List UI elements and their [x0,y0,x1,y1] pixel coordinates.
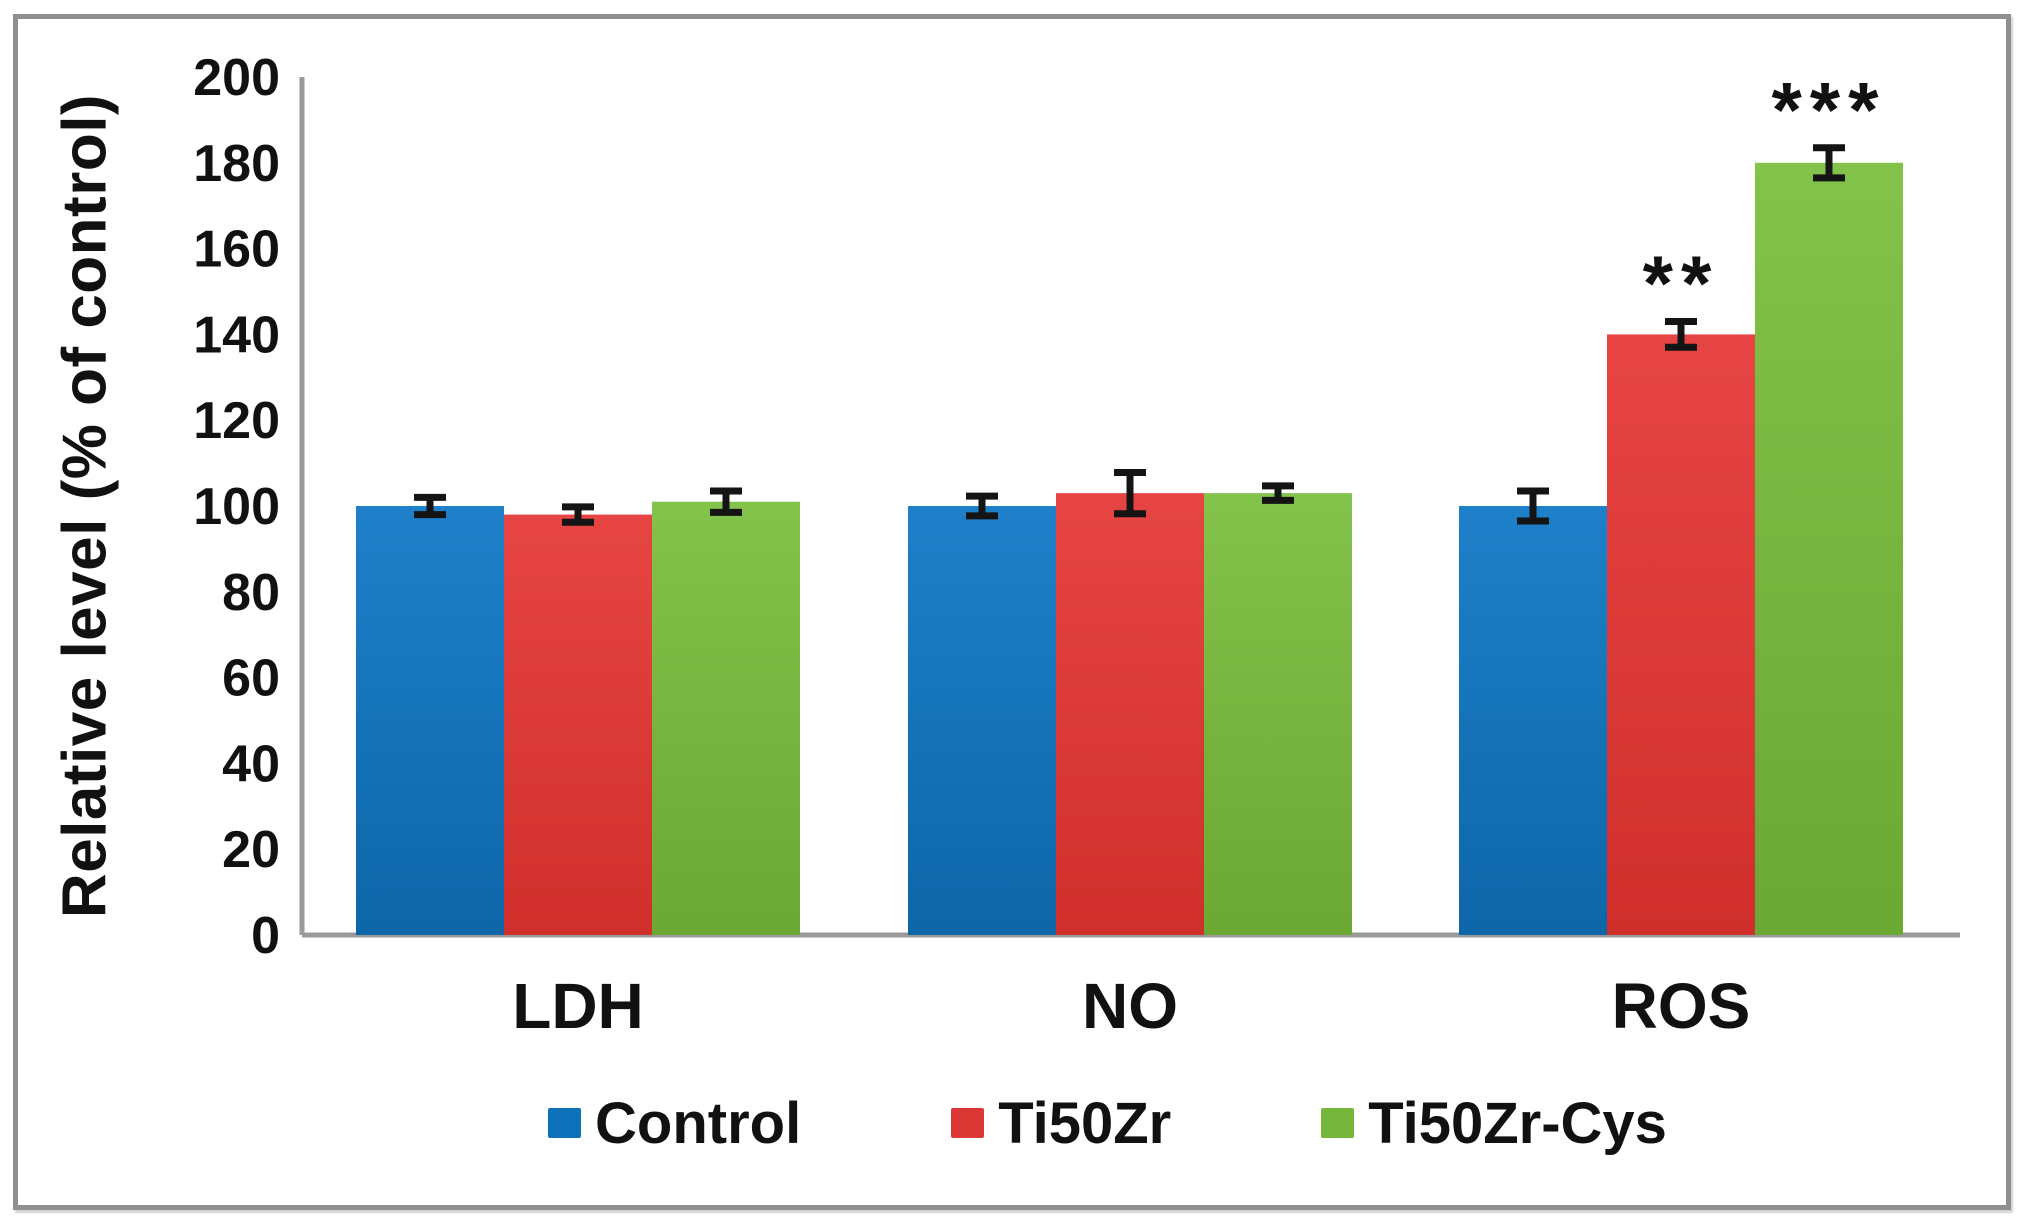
legend-swatch-ti50zr-cys [1321,1108,1355,1138]
error-bar [1262,482,1294,504]
y-tick-label: 100 [193,478,280,536]
legend-item-ti50zr: Ti50Zr [951,1090,1171,1157]
legend-swatch-control [548,1108,582,1138]
legend: Control Ti50Zr Ti50Zr-Cys [94,1085,2027,1161]
y-tick-label: 60 [222,650,280,708]
x-tick-label-ros: ROS [1612,970,1751,1042]
x-tick-label-no: NO [1082,970,1178,1042]
error-bar [562,503,594,526]
error-bar [1114,469,1146,518]
legend-label: Control [595,1090,802,1156]
significance-marker: ** [1643,239,1720,327]
y-tick-label: 200 [193,49,280,107]
y-tick-label: 20 [222,821,280,879]
bar-ti50zr-cys-ros [1755,162,1903,936]
bar-control-no [908,506,1056,935]
y-axis-title: Relative level (% of control) [50,93,120,919]
legend-item-control: Control [548,1090,801,1157]
y-tick-label: 80 [222,564,280,622]
y-tick-label: 120 [193,392,280,450]
legend-swatch-ti50zr [951,1108,985,1138]
bar-ti50zr-no [1056,493,1204,935]
error-bar [414,493,446,519]
y-tick-label: 180 [193,135,280,193]
legend-label: Ti50Zr [998,1090,1172,1156]
error-bar [966,492,998,520]
y-tick-label: 40 [222,735,280,793]
y-tick-label: 0 [251,907,280,965]
x-tick-label-ldh: LDH [512,970,644,1042]
legend-item-ti50zr-cys: Ti50Zr-Cys [1321,1090,1667,1157]
significance-marker: *** [1771,65,1886,153]
bar-control-ros [1459,506,1607,935]
bar-ti50zr-ldh [504,514,652,935]
bar-control-ldh [356,506,504,935]
error-bar [1813,144,1845,182]
y-tick-label: 160 [193,221,280,279]
y-tick-label: 140 [193,306,280,364]
legend-label: Ti50Zr-Cys [1368,1090,1667,1156]
error-bar [710,487,742,516]
error-bar [1517,487,1549,525]
bar-ti50zr-cys-ldh [652,501,800,935]
bar-ti50zr-ros [1607,334,1755,935]
error-bar [1665,318,1697,351]
bar-ti50zr-cys-no [1204,493,1352,935]
